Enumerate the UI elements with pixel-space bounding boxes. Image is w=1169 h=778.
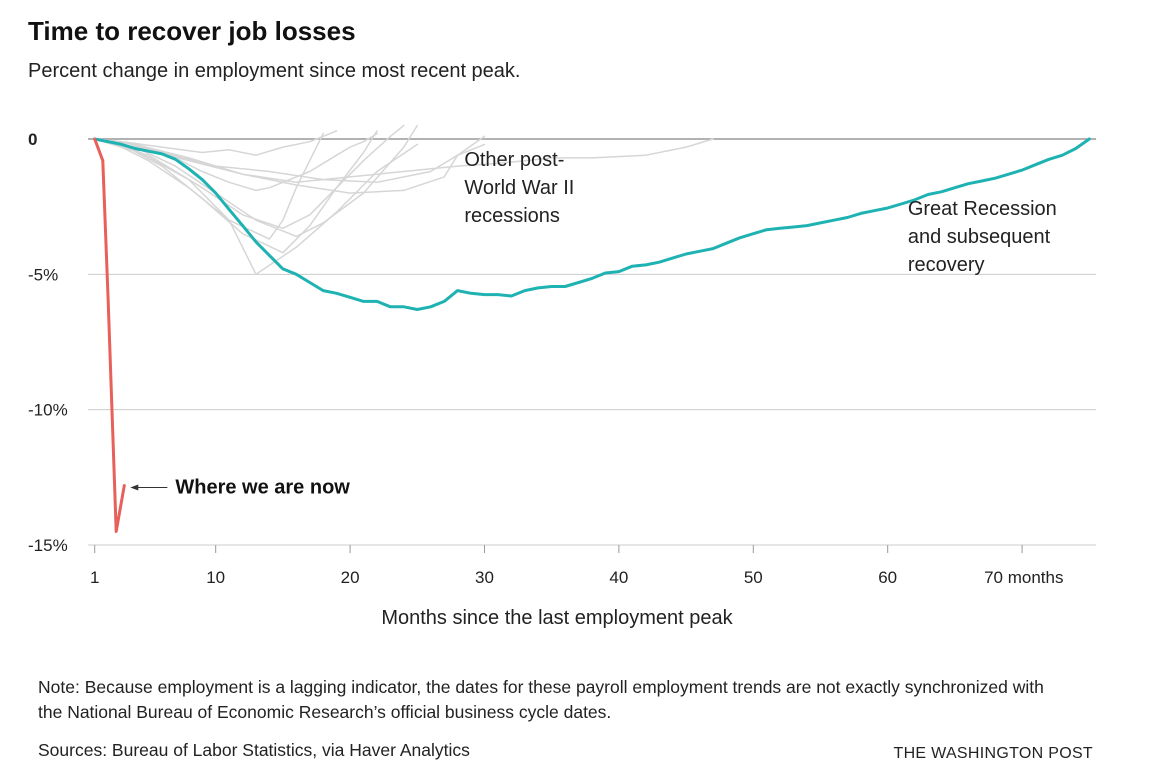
great-recession-line <box>93 137 1091 311</box>
x-tick-label: 40 <box>609 568 628 587</box>
footnote: Note: Because employment is a lagging in… <box>38 677 1044 722</box>
other-recession-line <box>93 124 419 238</box>
annotation-text: Where we are now <box>175 476 350 498</box>
annotation-text: and subsequent <box>908 226 1051 248</box>
x-axis-label: Months since the last employment peak <box>381 607 733 629</box>
chart-title: Time to recover job losses <box>28 16 356 46</box>
annotation-text: Other post- <box>464 149 564 171</box>
y-tick-label: -15% <box>28 536 68 555</box>
x-tick-label: 20 <box>341 568 360 587</box>
annotation-text: recovery <box>908 254 985 276</box>
other-recession-line <box>93 132 378 192</box>
other-recession-line <box>93 138 419 276</box>
other-recession-line <box>93 130 378 254</box>
chart-subtitle: Percent change in employment since most … <box>28 60 521 82</box>
tick-layer: 0 -5% -10% -15% 1 10 20 30 40 50 60 70 months <box>28 130 1063 587</box>
x-tick-label: 10 <box>206 568 225 587</box>
x-tick-label: 60 <box>878 568 897 587</box>
x-tick-label: 50 <box>744 568 763 587</box>
y-tick-label: -5% <box>28 265 58 284</box>
x-tick-label: 30 <box>475 568 494 587</box>
sources: Sources: Bureau of Labor Statistics, via… <box>38 740 470 760</box>
other-recession-line <box>93 130 338 156</box>
annotation-layer: Other post- World War II recessions Great R… <box>130 149 1057 498</box>
other-recession-line <box>93 138 714 184</box>
x-tick-label: 1 <box>90 568 99 587</box>
other-recession-line <box>93 124 405 230</box>
y-tick-label: -10% <box>28 401 68 420</box>
other-recessions-layer <box>93 124 714 276</box>
publisher-credit: THE WASHINGTON POST <box>893 745 1093 762</box>
annotation-text: recessions <box>464 205 560 227</box>
y-tick-label: 0 <box>28 130 37 149</box>
annotation-text: World War II <box>464 177 574 199</box>
main-series-layer <box>93 137 1091 533</box>
x-tick-label: 70 months <box>984 568 1063 587</box>
current-recession-line <box>93 137 126 533</box>
annotation-arrow-head <box>130 484 139 491</box>
annotation-text: Great Recession <box>908 198 1057 220</box>
other-recession-line <box>93 138 486 194</box>
line-chart: Other post- World War II recessions Great R… <box>28 124 1096 629</box>
